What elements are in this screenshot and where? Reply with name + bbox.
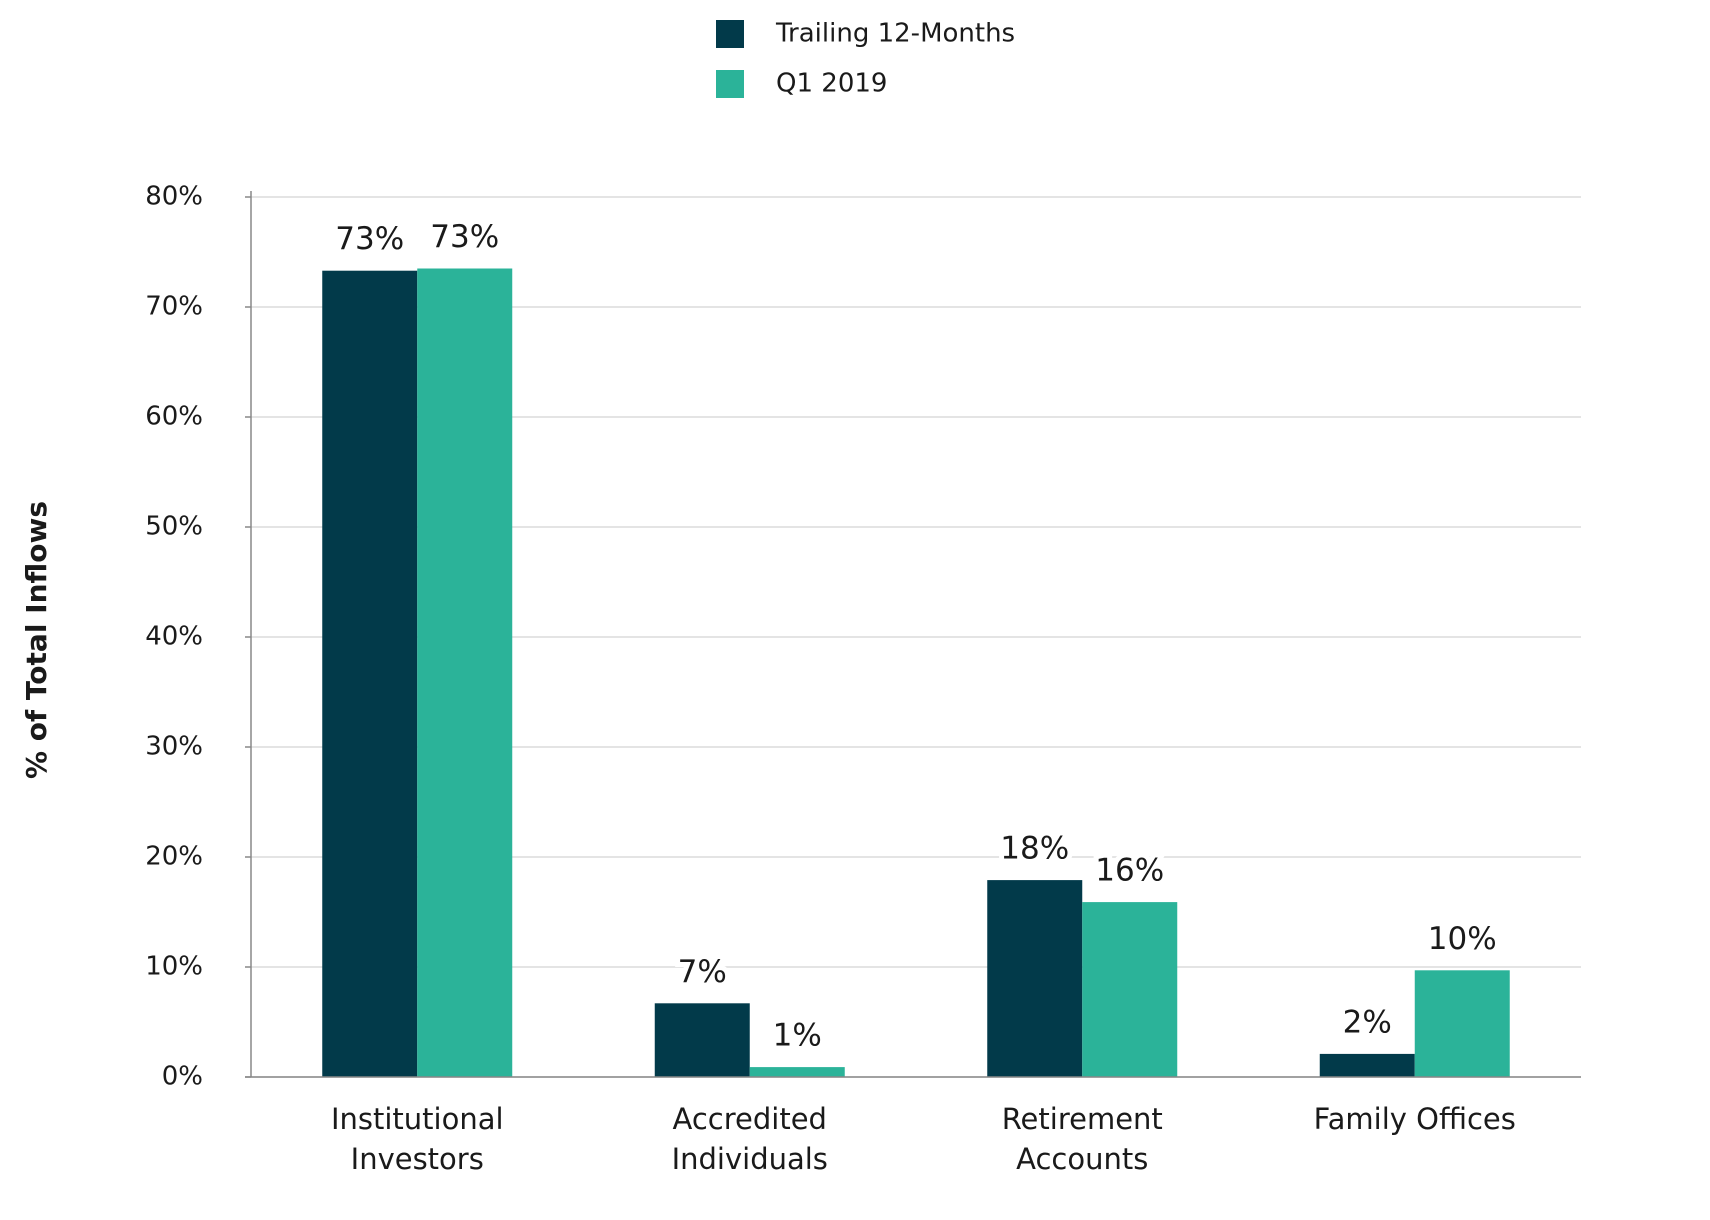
- legend-label: Trailing 12-Months: [775, 19, 1015, 49]
- bar: [987, 880, 1083, 1077]
- value-label: 1%: [773, 1018, 822, 1054]
- legend-swatch: [716, 70, 744, 98]
- y-tick-label: 60%: [145, 402, 203, 432]
- y-tick-label: 80%: [145, 182, 203, 212]
- value-label: 18%: [1000, 831, 1069, 867]
- y-tick-label: 70%: [145, 292, 203, 322]
- y-tick-label: 0%: [162, 1062, 203, 1092]
- bar: [417, 268, 513, 1077]
- bar: [1319, 1053, 1415, 1077]
- value-label: 10%: [1428, 921, 1497, 957]
- x-tick-label: Family Offices: [1313, 1102, 1516, 1136]
- bar: [1414, 970, 1510, 1077]
- legend-label: Q1 2019: [776, 69, 887, 99]
- bar: [1082, 902, 1178, 1077]
- y-tick-label: 50%: [145, 512, 203, 542]
- value-label: 16%: [1095, 853, 1164, 889]
- y-tick-label: 20%: [145, 842, 203, 872]
- y-tick-label: 30%: [145, 732, 203, 762]
- y-tick-label: 10%: [145, 952, 203, 982]
- value-label: 73%: [335, 221, 404, 257]
- x-tick-label: Retirement Accounts: [1001, 1102, 1163, 1176]
- bar: [322, 270, 418, 1077]
- y-tick-label: 40%: [145, 622, 203, 652]
- bar: [749, 1067, 845, 1077]
- x-tick-label: Institutional Investors: [330, 1102, 504, 1176]
- x-tick-label: Accredited Individuals: [671, 1102, 828, 1176]
- value-label: 7%: [678, 954, 727, 990]
- bar: [654, 1003, 750, 1077]
- value-label: 2%: [1343, 1004, 1392, 1040]
- value-label: 73%: [430, 219, 499, 255]
- y-axis-title: % of Total Inflows: [20, 501, 53, 779]
- legend-swatch: [716, 20, 744, 48]
